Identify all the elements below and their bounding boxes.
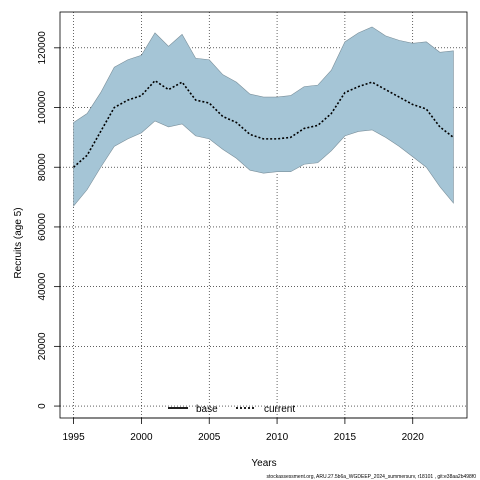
y-tick-label: 0 <box>37 403 48 409</box>
legend-label-current: current <box>264 404 295 415</box>
y-tick-label: 60000 <box>37 213 48 241</box>
x-tick-label: 2020 <box>402 432 425 443</box>
y-tick-label: 20000 <box>37 332 48 360</box>
y-tick-label: 120000 <box>37 31 48 65</box>
x-tick-label: 2000 <box>130 432 153 443</box>
legend-label-base: base <box>196 404 218 415</box>
x-tick-label: 2005 <box>198 432 221 443</box>
y-axis: 0 20000 40000 60000 80000 100000 120000 <box>37 31 61 409</box>
y-tick-label: 40000 <box>37 272 48 300</box>
footer-text: stockassessment.org, ARU.27.5b6a_WGDEEP_… <box>267 474 477 480</box>
legend: base current <box>168 404 295 415</box>
x-tick-label: 2010 <box>266 432 289 443</box>
x-axis: 1995 2000 2005 2010 2015 2020 <box>62 417 425 443</box>
confidence-band <box>73 26 454 207</box>
x-tick-label: 2015 <box>334 432 357 443</box>
x-tick-label: 1995 <box>62 432 85 443</box>
y-axis-title: Recruits (age 5) <box>13 207 24 278</box>
series-line-current <box>73 79 454 168</box>
x-axis-title: Years <box>251 458 276 469</box>
y-tick-label: 80000 <box>37 153 48 181</box>
y-tick-label: 100000 <box>37 90 48 124</box>
